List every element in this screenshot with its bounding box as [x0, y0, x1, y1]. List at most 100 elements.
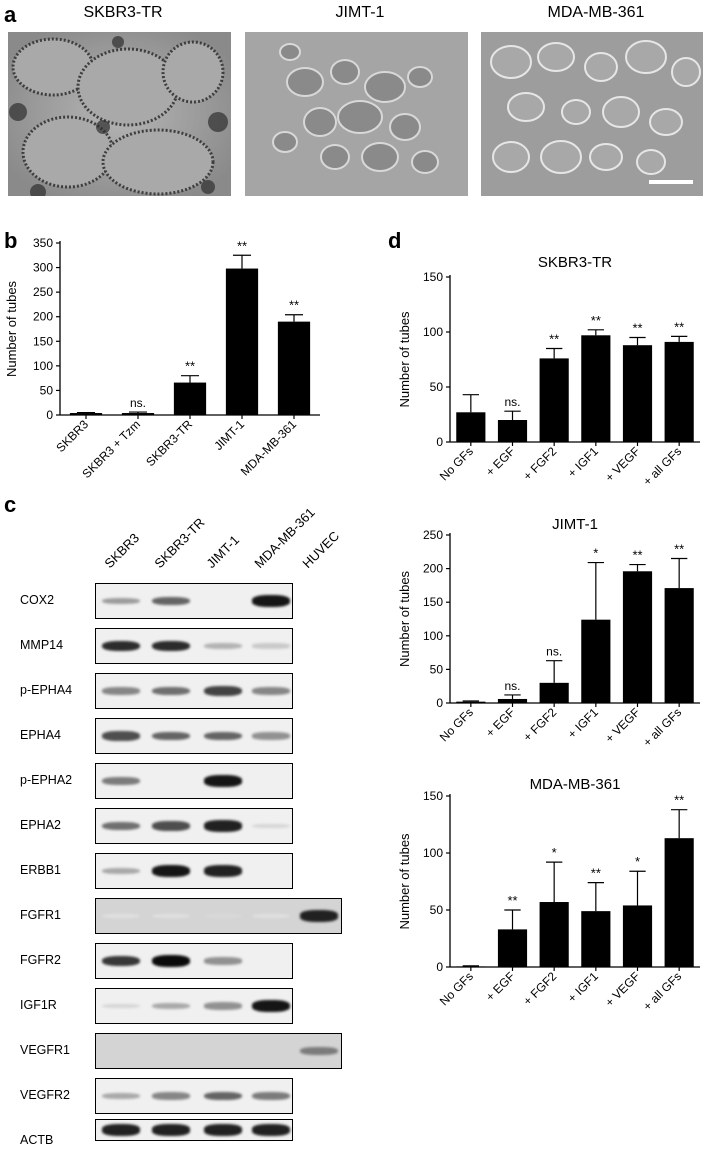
y-tick-label: 50: [40, 383, 54, 397]
y-tick-label: 100: [33, 359, 53, 373]
blot-band: [152, 1002, 190, 1010]
y-tick-label: 150: [423, 789, 443, 803]
x-tick-label: SKBR3-TR: [143, 417, 195, 469]
y-axis-label: Number of tubes: [397, 570, 412, 667]
bar: [456, 412, 486, 442]
blot-band: [204, 1124, 242, 1136]
blot-band: [204, 820, 242, 832]
y-tick-label: 150: [423, 595, 443, 609]
blot-band: [152, 731, 190, 741]
x-tick-label: No GFs: [437, 444, 476, 483]
x-tick-label: + IGF1: [565, 705, 601, 741]
chart-d1: SKBR3-TR 0 50 100 150 Number of tubes No GFs ns…: [397, 254, 700, 488]
blot-band: [102, 687, 140, 695]
blot-row-label: ACTB: [20, 1133, 54, 1147]
lane-label: SKBR3-TR: [151, 514, 208, 571]
micrograph-title-jimt-1: JIMT-1: [335, 4, 385, 21]
x-tick-label: + IGF1: [565, 969, 601, 1005]
x-tick-label: + all GFs: [640, 969, 684, 1013]
blot-band: [152, 1124, 190, 1136]
significance-label: **: [632, 321, 642, 336]
blot-band: [152, 865, 190, 877]
significance-label: ns.: [504, 395, 520, 409]
micrograph-skbr3-tr-image: [8, 32, 231, 196]
y-tick-label: 100: [423, 325, 443, 339]
x-tick-label: MDA-MB-361: [238, 417, 300, 479]
blot-band: [252, 823, 290, 829]
chart-title: JIMT-1: [552, 516, 598, 533]
x-tick-label: SKBR3: [53, 417, 91, 455]
blot-row-label: p-EPHA2: [20, 773, 73, 787]
blot-band: [252, 1092, 290, 1100]
blot-row-label: VEGFR2: [20, 1088, 71, 1102]
lane-label: SKBR3: [101, 530, 143, 571]
blot-band: [102, 821, 140, 831]
y-tick-label: 250: [33, 285, 53, 299]
blot-band: [204, 643, 242, 649]
scale-bar: [649, 180, 693, 184]
blot-strip: [95, 1119, 293, 1141]
y-tick-label: 100: [423, 846, 443, 860]
bar: [539, 358, 569, 442]
micrograph-title-mda-mb-361: MDA-MB-361: [547, 4, 645, 21]
x-tick-label: No GFs: [437, 969, 476, 1008]
blot-strip: [95, 583, 293, 619]
y-axis-label: Number of tubes: [397, 833, 412, 930]
blot-band: [204, 686, 242, 696]
blot-band: [152, 596, 190, 606]
bar: [497, 698, 528, 703]
bar: [277, 321, 311, 415]
panel-letter-d: d: [388, 228, 402, 253]
blot-band: [152, 640, 190, 652]
y-tick-label: 50: [430, 662, 444, 676]
micrograph-jimt-1-image: [245, 32, 468, 196]
significance-label: *: [635, 854, 640, 869]
blot-strip: [95, 1078, 293, 1114]
y-tick-label: 50: [430, 380, 444, 394]
blot-strip: [95, 898, 342, 934]
y-tick-label: 50: [430, 903, 444, 917]
blot-strip: [95, 673, 293, 709]
chart-b: 0 50 100 150 200 250 300 350 Number of tubes SKBR…: [4, 236, 320, 480]
x-tick-label: + all GFs: [640, 444, 684, 488]
micrograph-title-skbr3-tr: SKBR3-TR: [83, 4, 163, 21]
blot-row-label: FGFR2: [20, 953, 61, 967]
bar: [581, 335, 611, 442]
blot-band: [204, 957, 242, 965]
blot-band: [152, 686, 190, 696]
micrograph-mda-mb-361-image: [481, 32, 703, 196]
lane-label: HUVEC: [299, 528, 343, 571]
blot-row-label: COX2: [20, 593, 55, 607]
blot-strip: [95, 763, 293, 799]
blot-band: [152, 1092, 190, 1100]
blot-band: [204, 731, 242, 741]
blot-band: [252, 643, 290, 649]
y-tick-label: 150: [33, 334, 53, 348]
blot-strip: [95, 628, 293, 664]
blot-row-label: FGFR1: [20, 908, 61, 922]
x-tick-label: + VEGF: [602, 705, 642, 745]
bar: [456, 966, 486, 968]
bar: [622, 571, 653, 703]
blot-band: [102, 955, 140, 967]
bar: [69, 413, 103, 415]
bar: [497, 420, 528, 442]
y-tick-label: 100: [423, 629, 443, 643]
blot-band: [152, 913, 190, 919]
y-tick-label: 250: [423, 528, 443, 542]
panel-letter-b: b: [4, 228, 18, 253]
blot-strip: [95, 1033, 342, 1069]
chart-d3: MDA-MB-361 0 50 100 150 Number of tubes No GFs…: [397, 776, 700, 1013]
blot-strip: [95, 988, 293, 1024]
x-tick-label: + VEGF: [602, 969, 642, 1009]
bar: [539, 682, 569, 703]
x-tick-label: + EGF: [483, 969, 518, 1004]
significance-label: **: [674, 542, 684, 557]
bar: [581, 911, 611, 967]
blot-band: [102, 597, 140, 605]
micrograph-skbr3-tr: [8, 32, 231, 196]
blot-strip: [95, 808, 293, 844]
significance-label: **: [185, 359, 195, 374]
bar: [664, 341, 694, 442]
significance-label: *: [593, 546, 598, 561]
